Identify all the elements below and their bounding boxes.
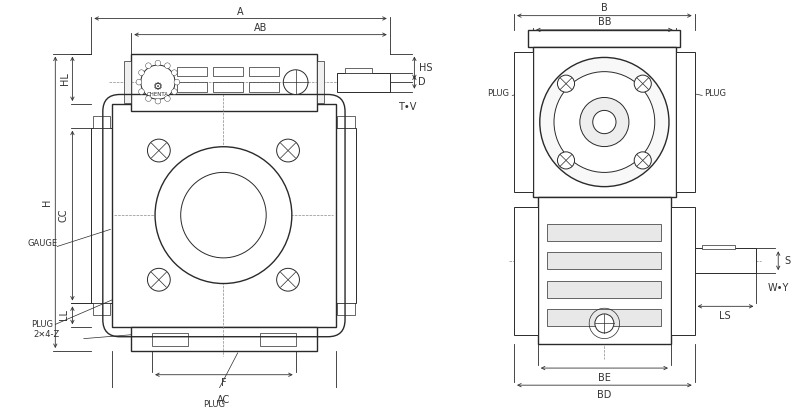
- Text: 2✕4-Z: 2✕4-Z: [34, 330, 60, 339]
- Bar: [702, 245, 736, 249]
- Bar: [533, 47, 675, 197]
- Text: CC: CC: [59, 208, 69, 222]
- Bar: [528, 30, 680, 47]
- Circle shape: [164, 96, 170, 101]
- Text: H: H: [42, 198, 52, 206]
- Circle shape: [155, 98, 161, 104]
- Circle shape: [155, 147, 292, 284]
- Text: D: D: [418, 77, 426, 87]
- Circle shape: [136, 79, 142, 85]
- Text: PLUG: PLUG: [203, 400, 225, 407]
- Bar: [124, 61, 131, 103]
- Circle shape: [141, 65, 175, 99]
- Bar: [249, 67, 279, 77]
- Circle shape: [580, 98, 629, 147]
- Bar: [547, 281, 662, 298]
- Circle shape: [277, 268, 299, 291]
- Bar: [345, 68, 372, 72]
- Bar: [695, 248, 757, 273]
- Circle shape: [138, 89, 144, 94]
- Bar: [113, 104, 336, 327]
- Text: PLUG: PLUG: [704, 89, 726, 98]
- Bar: [131, 327, 316, 351]
- Circle shape: [634, 152, 651, 169]
- Circle shape: [540, 57, 669, 187]
- Bar: [547, 309, 662, 326]
- Bar: [213, 67, 243, 77]
- Text: BE: BE: [598, 372, 611, 383]
- Circle shape: [634, 75, 651, 92]
- Circle shape: [138, 70, 144, 75]
- Circle shape: [164, 63, 170, 68]
- Bar: [547, 252, 662, 269]
- Bar: [336, 128, 357, 304]
- Circle shape: [147, 268, 170, 291]
- Bar: [177, 67, 208, 77]
- Bar: [547, 224, 662, 241]
- Bar: [337, 116, 354, 128]
- Circle shape: [155, 60, 161, 66]
- Text: CHENTA: CHENTA: [147, 92, 169, 97]
- Bar: [671, 207, 695, 335]
- Circle shape: [180, 173, 266, 258]
- Bar: [337, 304, 354, 315]
- Circle shape: [147, 139, 170, 162]
- Text: PLUG: PLUG: [31, 320, 53, 329]
- Bar: [514, 52, 533, 193]
- Text: LL: LL: [59, 309, 69, 320]
- Text: HS: HS: [419, 63, 432, 73]
- Circle shape: [174, 79, 180, 85]
- Bar: [538, 197, 671, 344]
- Bar: [93, 304, 110, 315]
- Text: BB: BB: [597, 17, 611, 27]
- Bar: [92, 128, 113, 304]
- Text: BD: BD: [597, 389, 612, 400]
- Circle shape: [171, 89, 177, 94]
- Text: A: A: [237, 7, 244, 17]
- Bar: [249, 82, 279, 92]
- Text: F: F: [221, 378, 226, 388]
- Circle shape: [146, 63, 151, 68]
- Circle shape: [557, 75, 575, 92]
- Circle shape: [557, 152, 575, 169]
- Text: S: S: [785, 256, 791, 266]
- Circle shape: [171, 70, 177, 75]
- Circle shape: [592, 110, 616, 133]
- Bar: [514, 207, 538, 335]
- Bar: [93, 116, 110, 128]
- Text: W•Y: W•Y: [767, 283, 789, 293]
- Text: HL: HL: [60, 72, 70, 85]
- Bar: [152, 333, 188, 346]
- Text: AC: AC: [217, 395, 230, 405]
- Text: AB: AB: [254, 23, 267, 33]
- Bar: [213, 82, 243, 92]
- Bar: [337, 72, 390, 92]
- Bar: [675, 52, 695, 193]
- Text: B: B: [601, 3, 608, 13]
- Text: T•V: T•V: [398, 102, 416, 112]
- Text: GAUGE: GAUGE: [27, 239, 57, 248]
- Circle shape: [146, 96, 151, 101]
- Bar: [131, 54, 316, 111]
- Circle shape: [277, 139, 299, 162]
- Circle shape: [554, 72, 654, 173]
- Circle shape: [595, 314, 614, 333]
- Text: ⚙: ⚙: [153, 82, 163, 92]
- Bar: [259, 333, 295, 346]
- Text: LS: LS: [719, 311, 731, 321]
- Bar: [177, 82, 208, 92]
- Bar: [316, 61, 324, 103]
- Text: PLUG: PLUG: [487, 89, 510, 98]
- Circle shape: [283, 70, 308, 94]
